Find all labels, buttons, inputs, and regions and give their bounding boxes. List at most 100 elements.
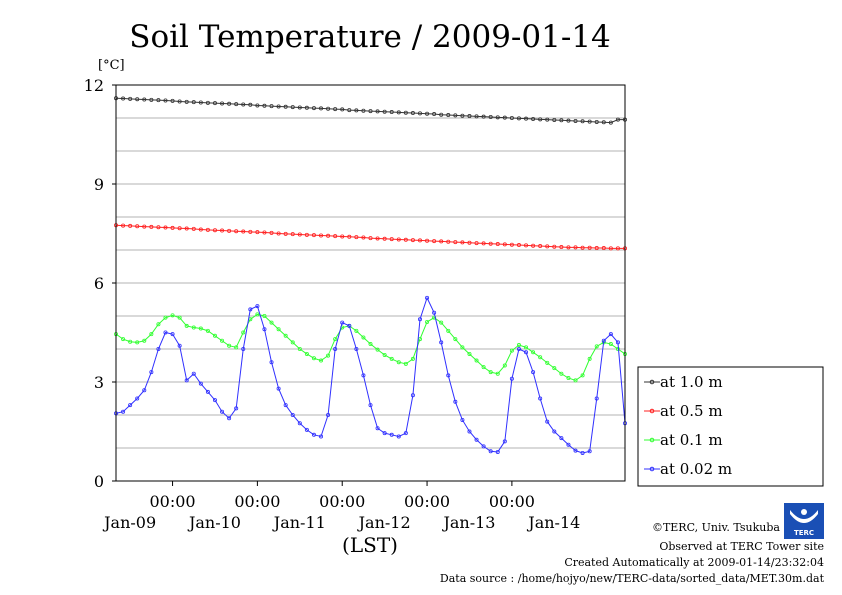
data-point: [524, 345, 529, 350]
grid-lines: [116, 117, 625, 449]
x-axis: 00:00 00:00 00:00 00:00 00:00 Jan-09 Jan-10 Jan…: [102, 481, 580, 532]
legend-label: at 0.02 m: [660, 460, 732, 478]
data-point: [135, 97, 140, 102]
data-point: [304, 427, 309, 432]
data-point: [552, 117, 557, 122]
data-point: [601, 120, 606, 125]
data-point: [248, 102, 253, 107]
data-point: [417, 111, 422, 116]
data-point: [290, 232, 295, 237]
data-point: [580, 373, 585, 378]
data-point: [573, 245, 578, 250]
data-point: [163, 98, 168, 103]
data-point: [488, 115, 493, 120]
data-point: [580, 450, 585, 455]
data-point: [198, 227, 203, 232]
data-point: [177, 99, 182, 104]
data-point: [311, 356, 316, 361]
data-point: [163, 315, 168, 320]
data-point: [396, 110, 401, 115]
data-point: [368, 236, 373, 241]
data-point: [269, 104, 274, 109]
chart-title: Soil Temperature / 2009-01-14: [129, 19, 611, 55]
data-point: [573, 448, 578, 453]
data-point: [425, 295, 430, 300]
data-point: [361, 108, 366, 113]
data-point: [234, 406, 239, 411]
data-point: [220, 101, 225, 106]
data-point: [608, 342, 613, 347]
terc-logo: TERC: [784, 503, 824, 539]
data-point: [269, 230, 274, 235]
data-point: [382, 352, 387, 357]
data-point: [220, 409, 225, 414]
data-point: [212, 333, 217, 338]
data-point: [396, 434, 401, 439]
data-point: [198, 100, 203, 105]
data-point: [184, 378, 189, 383]
data-point: [396, 237, 401, 242]
data-point: [333, 346, 338, 351]
data-point: [283, 104, 288, 109]
data-point: [354, 328, 359, 333]
data-point: [205, 227, 210, 232]
data-point: [177, 226, 182, 231]
data-point: [319, 106, 324, 111]
data-point: [128, 223, 133, 228]
data-point: [121, 223, 126, 228]
data-point: [460, 345, 465, 350]
data-point: [269, 320, 274, 325]
data-point: [241, 346, 246, 351]
y-tick-label: 12: [84, 76, 104, 95]
data-point: [142, 97, 147, 102]
data-point: [361, 373, 366, 378]
data-point: [128, 96, 133, 101]
data-point: [283, 231, 288, 236]
data-point: [566, 118, 571, 123]
data-point: [205, 328, 210, 333]
data-point: [608, 120, 613, 125]
data-point: [509, 376, 514, 381]
data-point: [227, 343, 232, 348]
data-point: [142, 224, 147, 229]
data-point: [531, 243, 536, 248]
data-point: [587, 245, 592, 250]
series-3: [114, 295, 628, 455]
legend: at 1.0 m at 0.5 m at 0.1 m at 0.02 m: [637, 366, 824, 487]
data-point: [495, 242, 500, 247]
data-point: [290, 105, 295, 110]
data-point: [212, 398, 217, 403]
data-point: [156, 225, 161, 230]
x-axis-label: (LST): [342, 533, 398, 557]
x-date-label: Jan-10: [187, 513, 241, 532]
data-point: [361, 235, 366, 240]
data-point: [121, 409, 126, 414]
data-point: [340, 320, 345, 325]
data-point: [382, 236, 387, 241]
data-point: [311, 106, 316, 111]
series-0: [114, 96, 628, 125]
data-point: [368, 109, 373, 114]
series-layer: [114, 96, 628, 455]
data-point: [432, 310, 437, 315]
data-point: [149, 97, 154, 102]
data-point: [212, 101, 217, 106]
data-point: [608, 332, 613, 337]
data-point: [234, 102, 239, 107]
series-1: [114, 223, 628, 251]
data-point: [453, 399, 458, 404]
data-point: [545, 244, 550, 249]
data-point: [410, 356, 415, 361]
data-point: [509, 116, 514, 121]
series-line: [115, 224, 625, 249]
data-point: [326, 353, 331, 358]
data-point: [319, 358, 324, 363]
data-point: [290, 412, 295, 417]
data-point: [262, 327, 267, 332]
data-point: [432, 112, 437, 117]
data-point: [297, 421, 302, 426]
data-point: [403, 431, 408, 436]
data-point: [559, 245, 564, 250]
data-point: [594, 119, 599, 124]
data-point: [149, 332, 154, 337]
